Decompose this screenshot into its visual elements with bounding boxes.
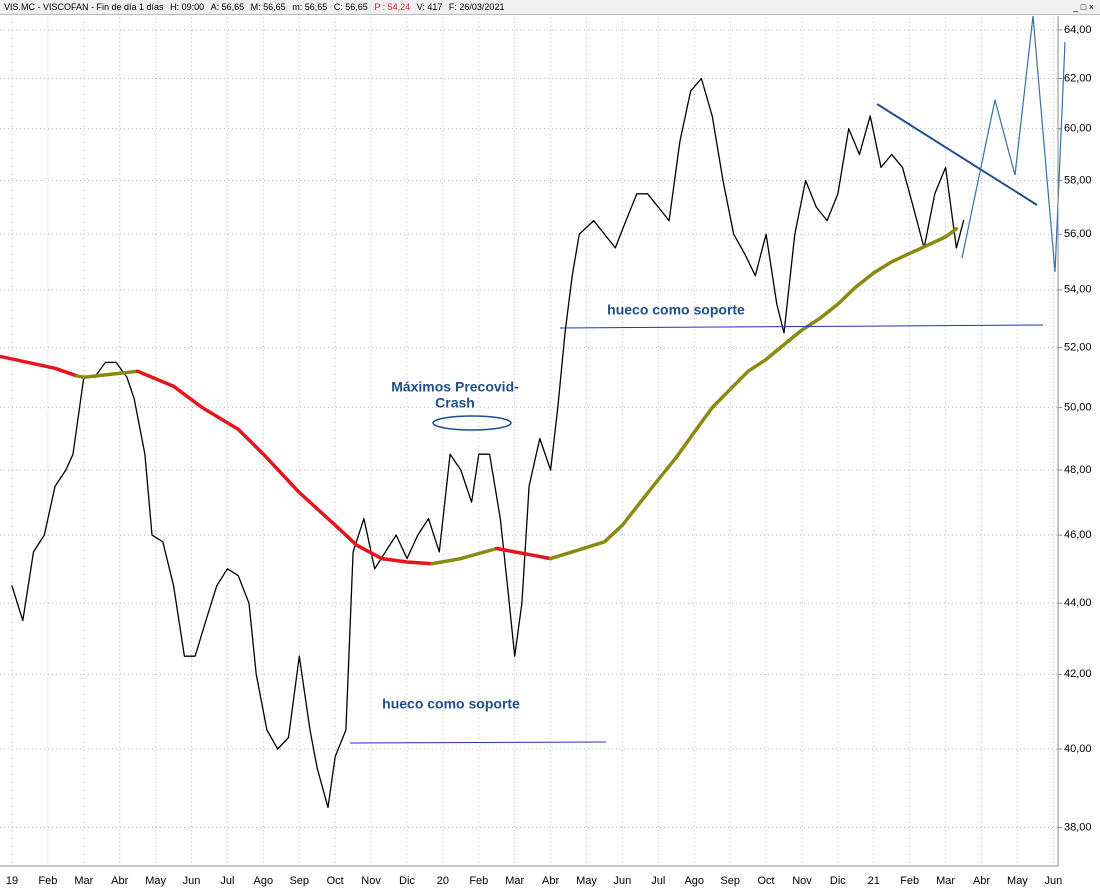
annotation: Crash [435,395,475,411]
moving-average [495,546,553,561]
annotation: hueco como soporte [382,696,520,712]
x-tick-label: Jul [220,875,234,887]
grid: 38,00 40,00 42,00 44,00 46,00 48,00 50,00 52,00… [0,18,1092,887]
x-tick-label: Dic [830,875,846,887]
info: H: 09:00 [170,2,205,12]
x-tick-label: Ago [254,875,274,887]
y-tick-label: 50,00 [1064,401,1092,413]
x-tick-label: Mar [74,875,93,887]
y-tick-label: 52,00 [1064,341,1092,353]
window-controls[interactable]: _ □ × [1073,2,1094,12]
y-tick-label: 62,00 [1064,72,1092,84]
trend-line [876,103,1038,206]
info: V: 417 [416,2,443,12]
x-tick-label: Ago [684,875,704,887]
info: A: 56,65 [210,2,245,12]
chart-title: VIS.MC - VISCOFAN - Fin de día 1 días [4,2,164,12]
info: F: 26/03/2021 [448,2,505,12]
x-tick-label: Oct [327,875,344,887]
x-tick-label: Abr [111,875,128,887]
x-tick-label: Jun [614,875,632,887]
annotation: hueco como soporte [607,302,745,318]
projection [961,15,1066,273]
y-tick-label: 48,00 [1064,464,1092,476]
x-tick-label: Mar [505,875,524,887]
y-tick-label: 42,00 [1064,668,1092,680]
y-tick-label: 44,00 [1064,597,1092,609]
moving-average [430,546,499,566]
x-tick-label: Feb [900,875,919,887]
moving-average [0,354,79,378]
info: C: 56,65 [333,2,368,12]
x-tick-label: 21 [868,875,880,887]
x-tick-label: Nov [361,875,381,887]
x-tick-label: Abr [973,875,990,887]
y-tick-label: 40,00 [1064,743,1092,755]
y-tick-label: 38,00 [1064,821,1092,833]
x-tick-label: Feb [469,875,488,887]
x-tick-label: Jun [183,875,201,887]
x-tick-label: Dic [399,875,415,887]
moving-average [548,226,959,561]
support-line [559,324,1044,329]
x-tick-label: Nov [792,875,812,887]
moving-average [74,369,140,380]
x-tick-label: Jul [651,875,665,887]
highlight [432,415,512,431]
info: M: 56,65 [250,2,286,12]
y-tick-label: 60,00 [1064,123,1092,135]
x-tick-label: Mar [936,875,955,887]
x-tick-label: May [576,875,597,887]
y-tick-label: 56,00 [1064,228,1092,240]
y-tick-label: 46,00 [1064,529,1092,541]
x-tick-label: Sep [720,875,740,887]
moving-average [135,369,434,566]
x-tick-label: Feb [38,875,57,887]
x-tick-label: Jun [1044,875,1062,887]
x-tick-label: 20 [437,875,449,887]
y-tick-label: 58,00 [1064,174,1092,186]
support-line [349,741,607,744]
info: m: 56,65 [292,2,328,12]
x-tick-label: Abr [542,875,559,887]
header-bar: VIS.MC - VISCOFAN - Fin de día 1 días H:… [0,0,1100,15]
x-tick-label: May [1007,875,1028,887]
x-tick-label: May [145,875,166,887]
price-line [11,77,965,809]
annotation: Máximos Precovid- [391,379,519,395]
y-tick-label: 54,00 [1064,284,1092,296]
info: P : 54,24 [374,2,411,12]
x-tick-label: Oct [758,875,775,887]
marks [0,77,965,809]
x-tick-label: 19 [6,875,18,887]
y-tick-label: 64,00 [1064,24,1092,36]
x-tick-label: Sep [289,875,309,887]
